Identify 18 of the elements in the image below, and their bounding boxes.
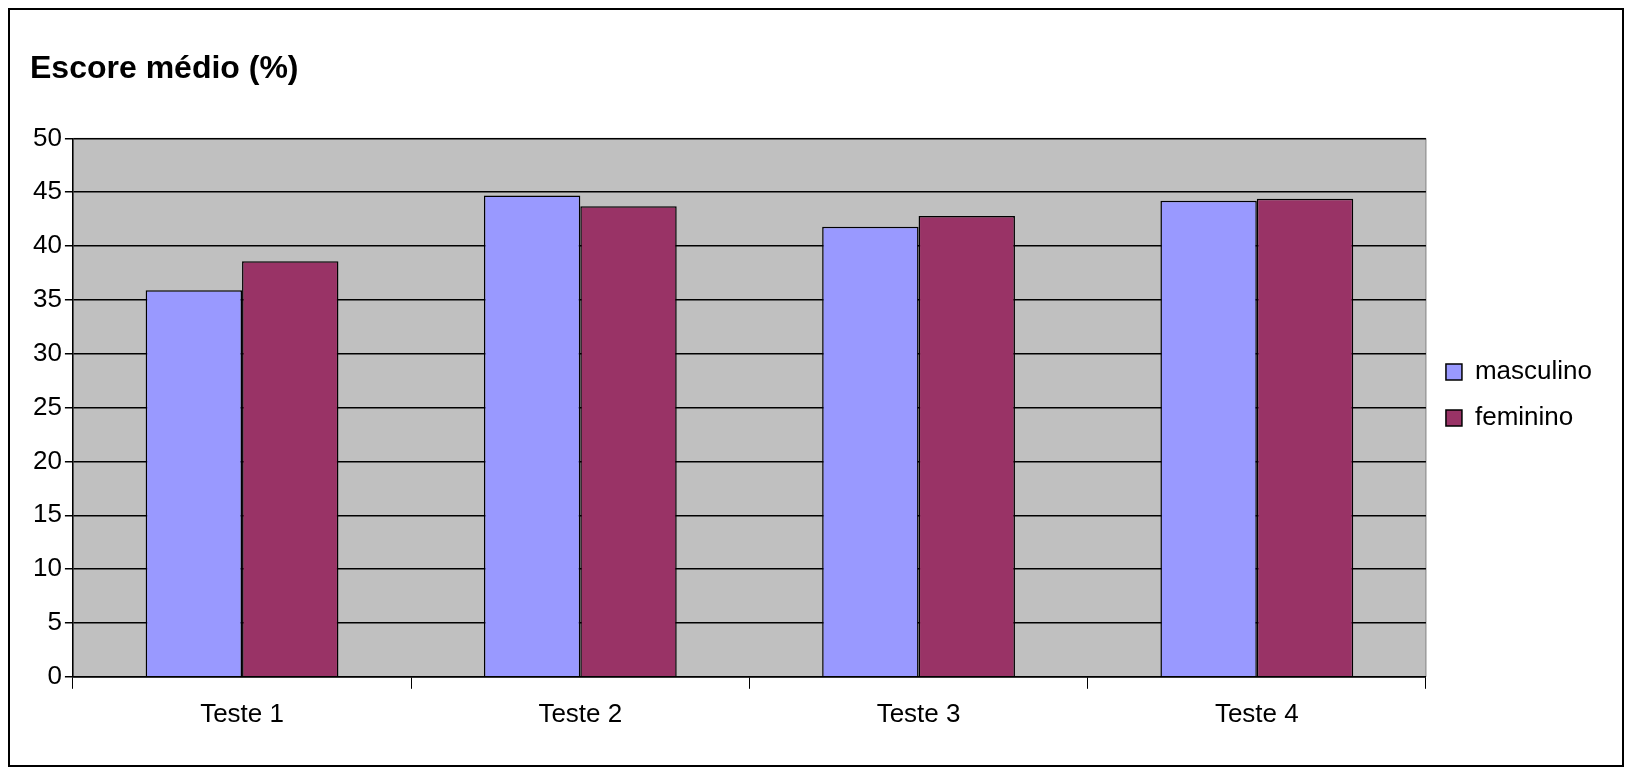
- x-tick-label: Teste 4: [1214, 697, 1299, 728]
- x-tick-label: Teste 2: [538, 697, 623, 728]
- y-tick-label: 5: [47, 606, 62, 637]
- legend-label: feminino: [1474, 401, 1574, 432]
- y-tick-label: 30: [33, 336, 62, 367]
- y-tick-label: 10: [33, 552, 62, 583]
- chart-title: Escore médio (%): [30, 49, 299, 86]
- y-tick-label: 0: [47, 659, 62, 690]
- legend-label: masculino: [1474, 355, 1593, 386]
- y-tick-label: 25: [33, 390, 62, 421]
- y-tick-label: 15: [33, 498, 62, 529]
- x-tick-label: Teste 1: [200, 697, 284, 728]
- y-tick-label: 40: [33, 229, 62, 260]
- y-tick-label: 35: [33, 283, 62, 314]
- x-tick-label: Teste 3: [876, 697, 961, 728]
- y-tick-label: 50: [33, 121, 62, 152]
- y-tick-label: 45: [33, 175, 62, 206]
- y-tick-label: 20: [33, 444, 62, 475]
